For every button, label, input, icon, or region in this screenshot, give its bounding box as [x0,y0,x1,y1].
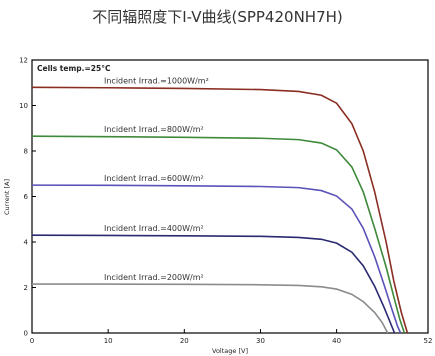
y-tick-label: 0 [24,330,28,338]
x-tick-label: 10 [104,337,113,345]
x-tick-label: 0 [30,337,34,345]
y-axis-ticks: 0 2 4 6 8 10 12 [19,57,36,338]
temperature-note: Cells temp.=25°C [37,64,111,73]
series-line [31,86,409,334]
x-tick-label: 30 [256,337,265,345]
series-lines [31,86,409,334]
series-label: Incident Irrad.=600W/m² [104,174,204,183]
y-tick-label: 4 [24,239,29,247]
series-label: Incident Irrad.=1000W/m² [104,76,209,85]
y-tick-label: 12 [19,57,28,65]
series-line [31,135,406,334]
x-axis-label: Voltage [V] [212,347,248,355]
series-line [31,234,396,334]
series-line [32,283,389,334]
y-tick-label: 8 [24,148,28,156]
x-tick-label: 20 [180,337,189,345]
y-axis-label: Current [A] [3,179,11,215]
page-title: 不同辐照度下I-V曲线(SPP420NH7H) [92,8,343,26]
y-tick-label: 2 [24,284,28,292]
series-label: Incident Irrad.=400W/m² [104,224,204,233]
x-axis-ticks: 0 10 20 30 40 52 [30,329,433,345]
series-labels: Incident Irrad.=1000W/m² Incident Irrad.=… [104,76,209,282]
series-label: Incident Irrad.=200W/m² [104,273,204,282]
series-label: Incident Irrad.=800W/m² [104,125,204,134]
y-tick-label: 6 [24,193,29,201]
y-tick-label: 10 [19,102,28,110]
x-tick-label: 40 [332,337,341,345]
plot-area-frame [31,59,429,334]
series-line [31,184,402,334]
x-tick-label: 52 [424,337,433,345]
